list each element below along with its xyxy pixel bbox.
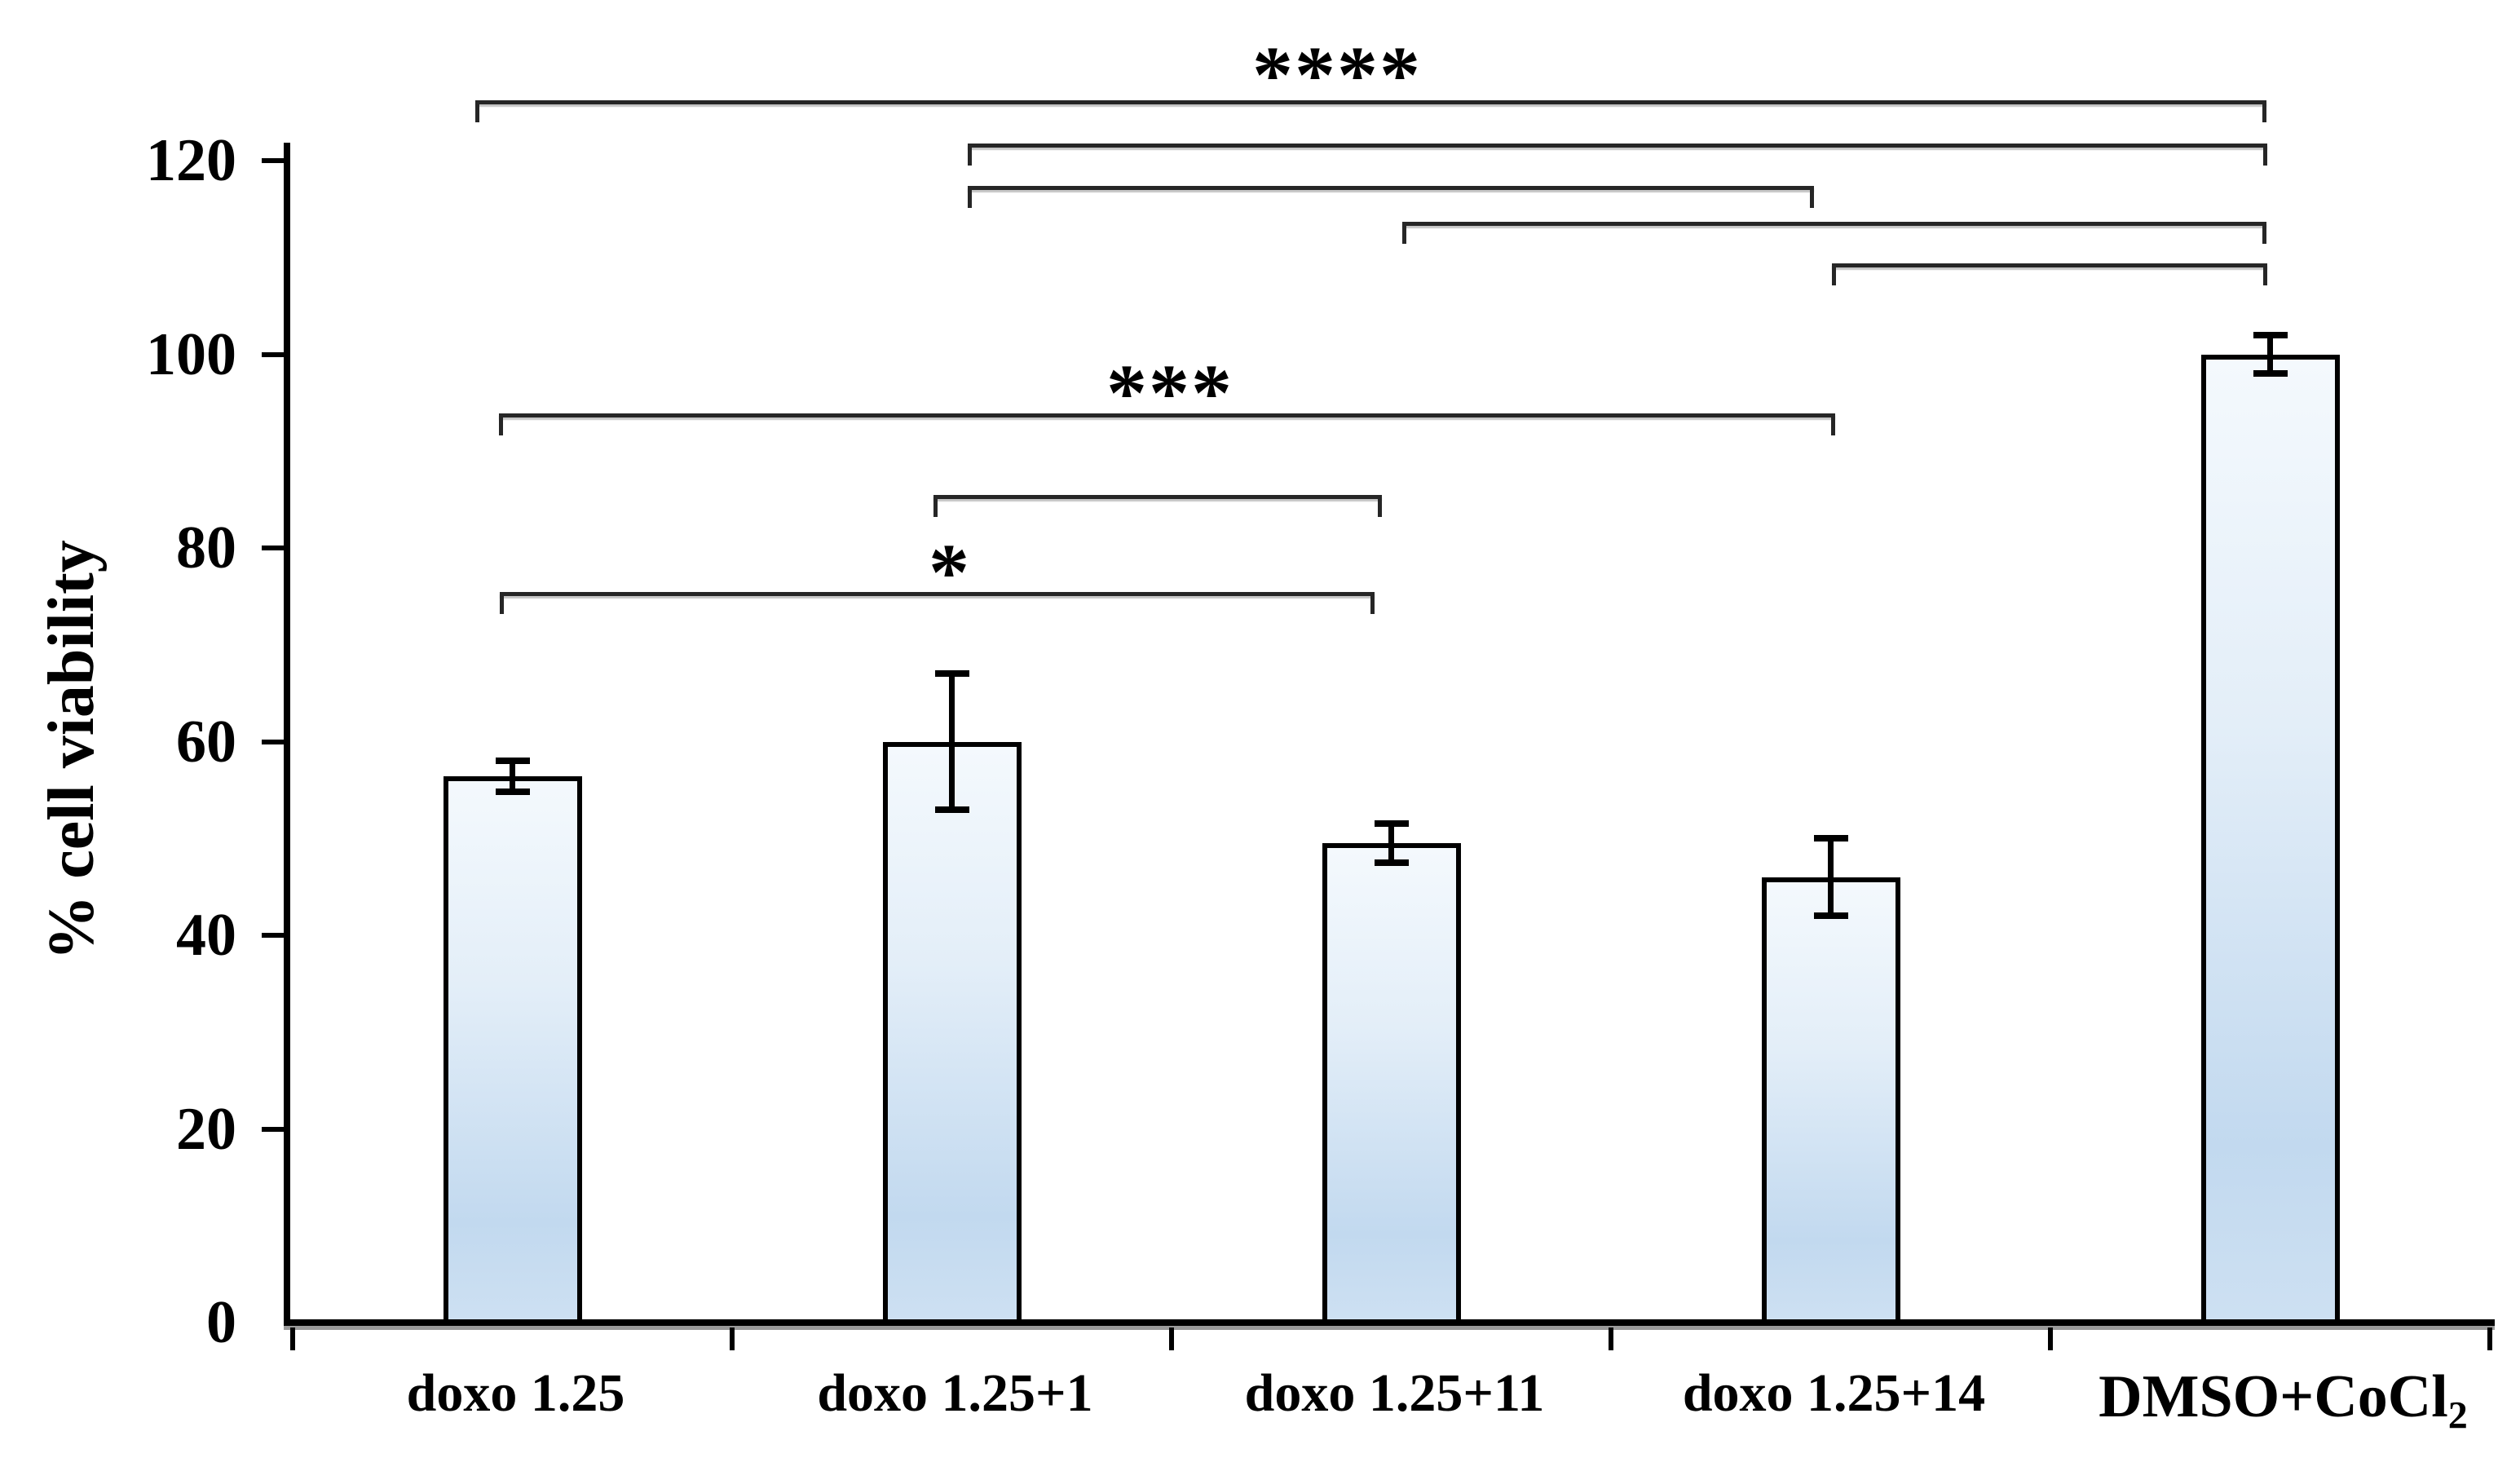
x-tick-label: doxo 1.25+11 bbox=[1244, 1363, 1545, 1423]
y-tick bbox=[262, 1126, 284, 1132]
error-bar-line bbox=[510, 761, 515, 793]
y-tick bbox=[262, 739, 284, 744]
sig-bracket-tail-left bbox=[500, 592, 504, 614]
x-tick bbox=[2048, 1327, 2053, 1350]
x-tick-label: doxo 1.25+1 bbox=[817, 1363, 1093, 1423]
subscript: 2 bbox=[2447, 1394, 2468, 1438]
sig-bracket-tail-right bbox=[1831, 413, 1835, 435]
bar-doxo-1.25+1 bbox=[882, 741, 1022, 1324]
bar-doxo-1.25+14 bbox=[1761, 877, 1900, 1324]
y-tick-label: 80 bbox=[176, 515, 236, 581]
sig-bracket-tail-left bbox=[968, 186, 972, 208]
sig-bracket-tail-right bbox=[2263, 144, 2267, 166]
x-tick bbox=[730, 1327, 735, 1350]
error-bar-cap-top bbox=[495, 758, 530, 765]
error-bar-cap-bottom bbox=[934, 806, 969, 813]
bar-dmso+cocl2 bbox=[2200, 354, 2340, 1324]
y-tick-label: 120 bbox=[146, 127, 236, 194]
y-tick-label: 0 bbox=[206, 1289, 236, 1356]
y-tick bbox=[262, 546, 284, 550]
y-tick-label: 40 bbox=[176, 902, 236, 969]
error-bar-cap-top bbox=[934, 670, 969, 678]
error-bar-cap-top bbox=[2253, 331, 2288, 338]
sig-bracket-tail-right bbox=[1370, 592, 1375, 614]
y-axis-line bbox=[284, 143, 290, 1326]
sig-bracket-tail-right bbox=[1810, 186, 1814, 208]
sig-bracket-line bbox=[499, 413, 1835, 417]
significance-stars: * bbox=[929, 527, 971, 617]
y-tick-label: 100 bbox=[146, 320, 236, 388]
x-tick-label: DMSO+CoCl2 bbox=[2099, 1363, 2468, 1438]
sig-bracket-line bbox=[475, 100, 2266, 104]
sig-bracket-tail-right bbox=[2262, 100, 2266, 122]
sig-bracket-tail-right bbox=[2263, 263, 2267, 285]
sig-bracket-tail-right bbox=[2262, 222, 2266, 244]
error-bar-cap-bottom bbox=[1813, 912, 1848, 920]
x-tick bbox=[1169, 1327, 1174, 1350]
error-bar-cap-bottom bbox=[495, 789, 530, 796]
sig-bracket-line bbox=[968, 186, 1814, 190]
sig-bracket-line bbox=[500, 592, 1375, 596]
sig-bracket-line bbox=[968, 144, 2267, 148]
error-bar-cap-top bbox=[1374, 820, 1409, 828]
significance-stars: *** bbox=[1106, 347, 1234, 438]
error-bar-line bbox=[1828, 838, 1834, 917]
error-bar-cap-bottom bbox=[2253, 370, 2288, 378]
sig-bracket-tail-left bbox=[933, 495, 938, 517]
y-tick-label: 20 bbox=[176, 1095, 236, 1163]
significance-stars: **** bbox=[1252, 29, 1422, 120]
error-bar-line bbox=[949, 674, 955, 810]
x-tick-label: doxo 1.25 bbox=[406, 1363, 625, 1423]
y-tick bbox=[262, 933, 284, 938]
error-bar-cap-bottom bbox=[1374, 859, 1409, 866]
bar-doxo-1.25 bbox=[443, 776, 582, 1324]
error-bar-line bbox=[2267, 334, 2273, 374]
error-bar-line bbox=[1388, 824, 1394, 863]
sig-bracket-tail-right bbox=[1378, 495, 1382, 517]
x-tick bbox=[290, 1327, 295, 1350]
sig-bracket-tail-left bbox=[475, 100, 479, 122]
x-tick-label: doxo 1.25+14 bbox=[1682, 1363, 1986, 1423]
y-tick-label: 60 bbox=[176, 708, 236, 775]
x-tick bbox=[1609, 1327, 1613, 1350]
bar-doxo-1.25+11 bbox=[1322, 843, 1461, 1324]
x-tick bbox=[2487, 1327, 2492, 1350]
sig-bracket-tail-left bbox=[968, 144, 972, 166]
sig-bracket-line bbox=[1832, 263, 2267, 267]
y-tick bbox=[262, 158, 284, 163]
sig-bracket-tail-left bbox=[499, 413, 503, 435]
sig-bracket-tail-left bbox=[1832, 263, 1836, 285]
sig-bracket-tail-left bbox=[1402, 222, 1406, 244]
y-tick bbox=[262, 351, 284, 357]
x-axis-shadow bbox=[284, 1326, 2495, 1330]
sig-bracket-line bbox=[933, 495, 1382, 499]
sig-bracket-line bbox=[1402, 222, 2266, 226]
error-bar-cap-top bbox=[1813, 835, 1848, 842]
